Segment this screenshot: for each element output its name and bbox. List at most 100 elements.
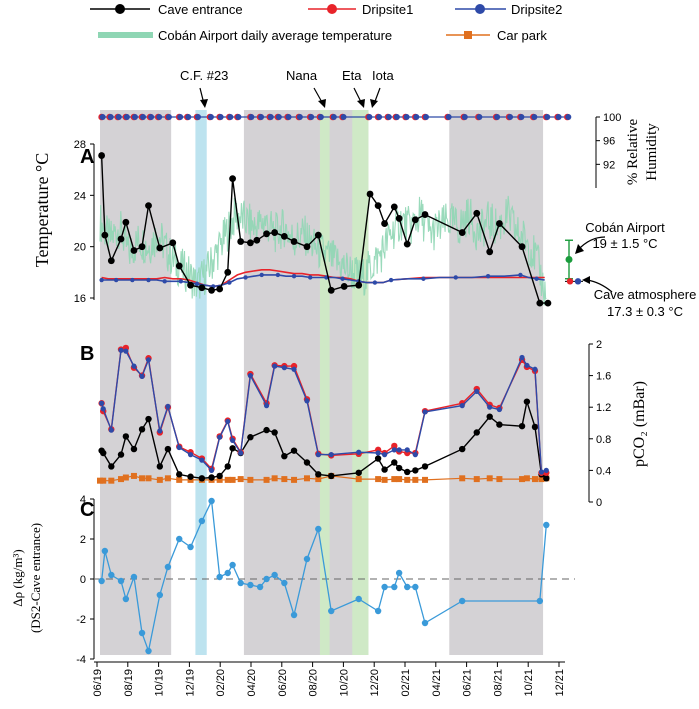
panel-a-ylabel: Temperature °C <box>32 153 52 267</box>
panel-b-ds2-dot-41 <box>538 469 545 475</box>
panel-c-delta-dot-7 <box>145 647 152 655</box>
panel-b-ds2-dot-13 <box>208 467 215 473</box>
rh-dot-ds2-35 <box>476 114 483 120</box>
panel-b-cave-dot-4 <box>122 433 130 440</box>
panel-a-cave-dot-10 <box>175 262 183 270</box>
panel-b-cave-dot-34 <box>459 445 466 453</box>
panel-c-delta-dot-16 <box>229 561 236 569</box>
panel-a: 28 24 20 16 100 96 92 <box>74 112 621 307</box>
panel-b-carpark-marker-10 <box>176 476 183 483</box>
panel-a-ds2-dot-12 <box>291 273 297 279</box>
cave-arrowhead <box>582 276 590 284</box>
panel-c-delta-dot-17 <box>237 579 244 587</box>
panel-b-ds2-dot-33 <box>422 409 428 415</box>
panel-c-delta-dot-32 <box>404 583 411 591</box>
x-tick-label-2: 10/19 <box>154 669 166 697</box>
panel-b-carpark-marker-34 <box>459 475 466 482</box>
rh-dot-ds2-22 <box>308 114 315 120</box>
panel-b-cave-dot-23 <box>303 459 311 466</box>
panel-b-carpark-marker-19 <box>263 476 270 483</box>
panel-b-ds2-dot-8 <box>157 428 163 434</box>
panel-a-ds2-dot-19 <box>421 276 426 281</box>
panel-b-carpark-marker-22 <box>291 476 298 483</box>
x-tick-label-8: 10/20 <box>338 669 350 697</box>
panel-c-delta-dot-31 <box>395 569 403 577</box>
panel-c-delta-dot-28 <box>374 607 382 615</box>
cave-summary-value: 17.3 ± 0.3 °C <box>607 304 683 319</box>
panel-b-ds2-dot-21 <box>281 365 287 371</box>
panel-b-ytick-label-0: 2 <box>596 339 602 351</box>
panel-b-cave-dot-38 <box>518 422 526 430</box>
panel-a-cave-dot-2 <box>107 257 115 265</box>
panel-b-cave-dot-14 <box>216 472 223 480</box>
rh-dot-ds2-21 <box>296 114 303 120</box>
green-band-1 <box>352 110 369 655</box>
panel-a-rh-tick-label-2: 92 <box>603 159 615 171</box>
event-arrowhead-nana <box>318 99 326 108</box>
panel-b-carpark-marker-18 <box>247 476 254 483</box>
panel-b-ds2-dot-5 <box>131 363 137 369</box>
rh-dot-ds2-18 <box>267 114 274 120</box>
panel-a-ds2-dot-15 <box>340 276 345 281</box>
panel-a-ds2-dot-1 <box>113 277 119 283</box>
panel-a-cave-dot-18 <box>246 239 254 247</box>
panel-a-cave-dot-11 <box>187 281 194 289</box>
blue-band-0 <box>195 110 207 655</box>
panel-c-delta-dot-23 <box>290 611 298 619</box>
rh-dot-ds2-0 <box>99 114 106 120</box>
panel-b-ds2-dot-30 <box>396 447 402 453</box>
green-band-0 <box>319 110 330 655</box>
panel-c-delta-dot-25 <box>315 525 322 533</box>
panel-b-carpark-marker-40 <box>531 476 538 483</box>
rh-dot-ds2-17 <box>258 114 265 120</box>
panel-a-ds2-dot-17 <box>372 280 378 285</box>
panel-a-ds2-dot-10 <box>259 272 264 278</box>
rh-dot-ds2-36 <box>494 114 501 120</box>
rh-dot-ds2-29 <box>393 114 400 120</box>
event-label-iota: Iota <box>372 68 394 83</box>
panel-a-cave-dot-4 <box>122 218 130 226</box>
panel-b-carpark-marker-41 <box>538 476 545 483</box>
panel-a-cave-dot-22 <box>280 233 288 240</box>
panel-b-carpark-marker-35 <box>473 476 480 483</box>
panel-a-cave-dot-12 <box>198 284 206 292</box>
panel-b-cave-dot-30 <box>395 464 403 472</box>
rh-dot-ds2-2 <box>115 114 122 120</box>
panel-b-cave-dot-33 <box>421 463 429 470</box>
panel-b-ds2-dot-40 <box>532 366 538 372</box>
panel-c-delta-dot-8 <box>156 591 164 599</box>
legend-item-dripsite2: Dripsite2 <box>455 2 562 17</box>
panel-a-rh-tick-label-1: 96 <box>603 136 615 148</box>
event-annotations: C.F. #23 Nana Eta Iota <box>180 68 394 108</box>
rh-dot-ds2-7 <box>156 114 163 120</box>
panel-b-cave-dot-20 <box>271 429 278 436</box>
panel-b-cave-dot-32 <box>412 467 419 474</box>
panel-b-ytick-label-5: 0 <box>596 497 602 509</box>
panel-b-cave-dot-21 <box>281 452 288 460</box>
panel-b-cave-dot-11 <box>187 473 194 480</box>
panel-a-cave-dot-29 <box>366 190 374 198</box>
rh-dot-ds2-20 <box>285 114 292 120</box>
rh-dot-ds2-14 <box>227 114 234 120</box>
legend-item-coban: Cobán Airport daily average temperature <box>98 28 392 43</box>
panel-b-ds2-dot-38 <box>519 354 525 361</box>
panel-a-cave-dot-39 <box>486 248 494 256</box>
panel-c-delta-dot-35 <box>459 597 466 605</box>
rh-dot-ds2-8 <box>165 114 172 120</box>
panel-b-carpark-marker-20 <box>271 475 278 482</box>
panel-b-ds2-dot-19 <box>263 403 270 409</box>
rh-dot-ds2-34 <box>461 114 468 120</box>
rh-dot-ds2-42 <box>565 114 572 120</box>
rh-dot-ds2-30 <box>403 114 410 120</box>
panel-a-ds2-dot-5 <box>178 279 184 284</box>
panel-b-ds2-dot-3 <box>118 347 124 353</box>
panel-a-cave-dot-37 <box>458 229 466 236</box>
panel-b-ds2-dot-28 <box>381 452 388 458</box>
panel-c-delta-dot-1 <box>101 547 109 555</box>
legend-label-coban: Cobán Airport daily average temperature <box>158 28 392 43</box>
event-label-eta: Eta <box>342 68 362 83</box>
panel-b-ds2-dot-27 <box>375 450 381 456</box>
panel-b-carpark-marker-39 <box>523 475 530 482</box>
panel-c: 4 2 0 -2 -4 <box>76 494 575 666</box>
panel-b-carpark-marker-5 <box>130 472 137 479</box>
